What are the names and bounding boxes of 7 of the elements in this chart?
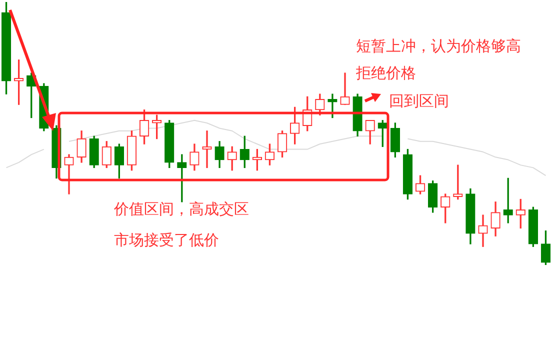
annotation: 市场接受了低价	[114, 230, 219, 250]
annotation: 价值区间，高成交区	[114, 199, 249, 219]
candlestick	[328, 94, 338, 118]
candlestick	[340, 72, 350, 105]
annotation: 短暂上冲，认为价格够高	[356, 36, 521, 56]
annotation: 拒绝价格	[356, 63, 416, 83]
annotation: 回到区间	[389, 91, 449, 111]
